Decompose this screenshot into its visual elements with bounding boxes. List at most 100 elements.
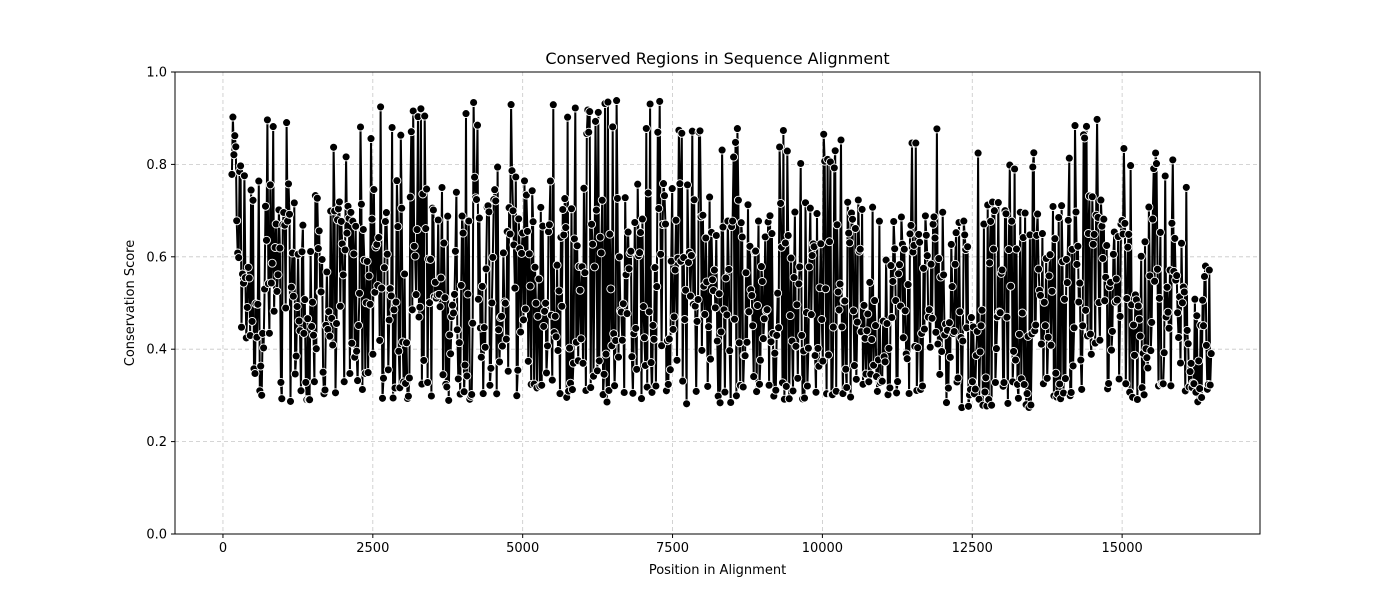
- data-point: [708, 275, 717, 285]
- data-point: [950, 259, 960, 269]
- data-point: [1132, 395, 1142, 404]
- data-point: [990, 378, 1000, 387]
- data-point: [896, 212, 906, 222]
- data-point: [493, 162, 503, 172]
- data-point: [933, 339, 943, 349]
- data-point: [669, 312, 679, 322]
- data-point: [697, 345, 707, 355]
- data-point: [313, 244, 323, 254]
- data-point: [374, 233, 384, 243]
- data-point: [902, 354, 912, 364]
- data-point: [336, 216, 346, 226]
- data-point: [946, 239, 956, 249]
- data-point: [376, 102, 386, 112]
- data-point: [1139, 390, 1149, 400]
- y-tick-label: 0.2: [146, 435, 167, 450]
- data-point: [790, 207, 800, 217]
- data-point: [925, 342, 935, 352]
- data-point: [636, 228, 645, 237]
- data-point: [1166, 381, 1176, 391]
- data-point: [1153, 264, 1162, 274]
- data-point: [1012, 244, 1021, 254]
- data-point: [919, 263, 928, 273]
- data-point: [297, 247, 307, 257]
- data-point: [882, 319, 892, 328]
- data-point: [246, 185, 256, 195]
- data-point: [644, 307, 654, 317]
- data-point: [369, 185, 379, 194]
- data-point: [352, 346, 362, 356]
- data-point: [953, 373, 963, 383]
- data-point: [703, 381, 713, 391]
- data-point: [414, 312, 424, 322]
- data-point: [685, 291, 695, 301]
- data-point: [422, 184, 432, 194]
- data-point: [1045, 250, 1055, 260]
- data-point: [410, 251, 420, 261]
- data-point: [987, 400, 997, 410]
- data-point: [1057, 201, 1067, 211]
- data-point: [766, 337, 776, 347]
- data-point: [1007, 216, 1017, 226]
- data-point: [764, 380, 774, 390]
- data-point: [1054, 213, 1064, 222]
- data-point: [490, 185, 500, 195]
- data-point: [597, 195, 607, 205]
- data-point: [375, 335, 385, 345]
- data-point: [1143, 363, 1153, 373]
- data-point: [627, 352, 637, 362]
- x-tick-label: 0: [219, 541, 227, 556]
- data-point: [459, 387, 469, 397]
- data-point: [770, 348, 780, 358]
- data-point: [1148, 214, 1158, 224]
- data-point: [1195, 384, 1205, 394]
- y-tick-label: 1.0: [146, 66, 167, 81]
- data-point: [741, 268, 751, 278]
- data-point: [701, 233, 711, 243]
- data-point: [888, 276, 898, 286]
- data-point: [843, 197, 853, 207]
- data-point: [1036, 339, 1046, 349]
- data-point: [1177, 238, 1186, 248]
- data-point: [774, 323, 784, 333]
- data-point: [895, 260, 904, 270]
- data-point: [253, 299, 263, 309]
- data-point: [301, 377, 311, 387]
- ticks-layer: 0 2500 5000 7500 10000 12500 15000 0.0 0.2 0.4 0.6…: [146, 66, 1142, 557]
- data-point: [675, 179, 685, 189]
- data-point: [681, 285, 691, 295]
- data-point: [1078, 321, 1088, 331]
- data-point: [282, 118, 292, 128]
- data-point: [347, 338, 357, 348]
- data-point: [501, 334, 511, 344]
- data-point: [596, 248, 606, 258]
- data-point: [783, 231, 793, 240]
- data-point: [519, 315, 528, 325]
- data-point: [1019, 380, 1029, 389]
- data-point: [926, 259, 936, 269]
- data-point: [632, 364, 642, 374]
- data-point: [1055, 379, 1065, 389]
- data-point: [671, 215, 681, 225]
- data-point: [232, 216, 242, 226]
- data-point: [250, 369, 260, 378]
- data-point: [849, 306, 858, 316]
- data-point: [759, 314, 769, 324]
- data-point: [664, 334, 674, 344]
- data-point: [228, 112, 238, 122]
- data-point: [394, 346, 404, 356]
- data-point: [1086, 349, 1096, 359]
- data-point: [792, 300, 802, 310]
- data-point: [248, 195, 258, 205]
- data-point: [469, 98, 479, 107]
- data-point: [700, 309, 710, 319]
- data-point: [351, 221, 361, 231]
- data-point: [442, 382, 452, 392]
- data-point: [622, 309, 632, 319]
- data-point: [1102, 241, 1112, 250]
- data-point: [440, 293, 450, 303]
- data-point: [1095, 335, 1105, 345]
- data-point: [1147, 317, 1157, 327]
- data-point: [928, 219, 938, 229]
- data-point: [403, 391, 413, 401]
